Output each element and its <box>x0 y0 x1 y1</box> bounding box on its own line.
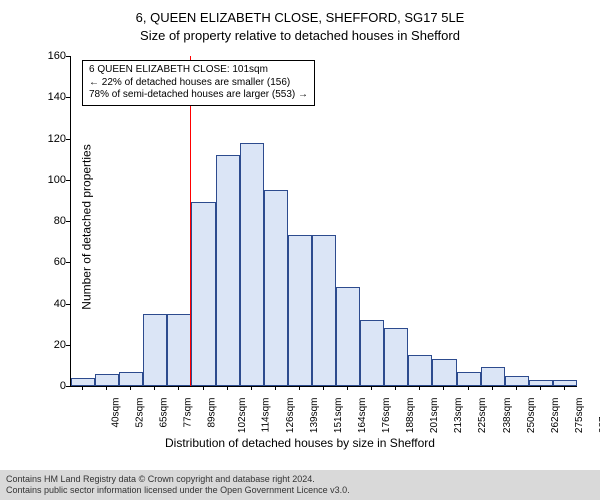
y-tick-label: 100 <box>36 174 66 186</box>
y-tick-label: 140 <box>36 91 66 103</box>
x-tick-mark <box>275 386 276 390</box>
bar <box>432 359 456 386</box>
x-tick-mark <box>178 386 179 390</box>
x-tick-label: 213sqm <box>453 398 464 434</box>
bar <box>191 202 215 386</box>
reference-line <box>190 56 191 386</box>
bar <box>336 287 360 386</box>
x-tick-label: 52sqm <box>135 398 146 428</box>
x-tick-label: 114sqm <box>260 398 271 433</box>
bar <box>216 155 240 386</box>
x-tick-mark <box>516 386 517 390</box>
x-tick-mark <box>564 386 565 390</box>
y-tick-mark <box>66 304 70 305</box>
annotation-line1: 6 QUEEN ELIZABETH CLOSE: 101sqm <box>89 64 308 77</box>
y-tick-label: 120 <box>36 133 66 145</box>
bar <box>167 314 191 386</box>
annotation-line2: ← 22% of detached houses are smaller (15… <box>89 77 308 90</box>
plot-area <box>70 56 577 387</box>
x-tick-label: 275sqm <box>574 398 585 434</box>
x-tick-label: 126sqm <box>285 398 296 434</box>
x-tick-label: 77sqm <box>183 398 194 428</box>
x-tick-mark <box>299 386 300 390</box>
x-tick-label: 201sqm <box>429 398 440 434</box>
bar <box>408 355 432 386</box>
chart-wrapper: 6, QUEEN ELIZABETH CLOSE, SHEFFORD, SG17… <box>0 0 600 500</box>
bar <box>529 380 553 386</box>
x-tick-mark <box>154 386 155 390</box>
chart-title-line2: Size of property relative to detached ho… <box>0 25 600 43</box>
footer: Contains HM Land Registry data © Crown c… <box>0 470 600 500</box>
x-tick-mark <box>443 386 444 390</box>
bar <box>312 235 336 386</box>
x-tick-label: 238sqm <box>502 398 513 434</box>
annotation-box: 6 QUEEN ELIZABETH CLOSE: 101sqm← 22% of … <box>82 60 315 106</box>
x-tick-label: 139sqm <box>309 398 320 434</box>
bar <box>505 376 529 386</box>
x-tick-label: 188sqm <box>405 398 416 434</box>
y-tick-label: 40 <box>36 298 66 310</box>
x-tick-mark <box>130 386 131 390</box>
y-tick-mark <box>66 386 70 387</box>
bar <box>288 235 312 386</box>
bar <box>457 372 481 386</box>
y-tick-label: 160 <box>36 50 66 62</box>
bar <box>384 328 408 386</box>
x-tick-mark <box>347 386 348 390</box>
footer-line1: Contains HM Land Registry data © Crown c… <box>6 474 600 485</box>
x-tick-label: 250sqm <box>526 398 537 434</box>
x-tick-mark <box>251 386 252 390</box>
bar <box>481 367 505 386</box>
x-tick-label: 164sqm <box>357 398 368 434</box>
bar <box>95 374 119 386</box>
bar <box>143 314 167 386</box>
x-tick-mark <box>419 386 420 390</box>
x-tick-mark <box>371 386 372 390</box>
y-tick-label: 80 <box>36 215 66 227</box>
x-axis-label: Distribution of detached houses by size … <box>0 436 600 450</box>
x-tick-mark <box>492 386 493 390</box>
x-tick-mark <box>203 386 204 390</box>
chart-title-line1: 6, QUEEN ELIZABETH CLOSE, SHEFFORD, SG17… <box>0 0 600 25</box>
y-tick-label: 0 <box>36 380 66 392</box>
x-tick-label: 262sqm <box>550 398 561 434</box>
y-tick-mark <box>66 97 70 98</box>
bar <box>71 378 95 386</box>
annotation-line3: 78% of semi-detached houses are larger (… <box>89 89 308 102</box>
x-tick-label: 102sqm <box>237 398 248 434</box>
x-tick-mark <box>323 386 324 390</box>
x-tick-label: 225sqm <box>478 398 489 434</box>
x-tick-label: 65sqm <box>159 398 170 428</box>
x-tick-mark <box>468 386 469 390</box>
y-tick-mark <box>66 180 70 181</box>
y-tick-label: 60 <box>36 256 66 268</box>
y-tick-mark <box>66 262 70 263</box>
y-tick-mark <box>66 139 70 140</box>
bar <box>264 190 288 386</box>
bar <box>119 372 143 386</box>
x-tick-label: 89sqm <box>207 398 218 428</box>
y-tick-mark <box>66 221 70 222</box>
x-tick-mark <box>82 386 83 390</box>
bar <box>360 320 384 386</box>
x-tick-mark <box>106 386 107 390</box>
x-tick-mark <box>540 386 541 390</box>
x-tick-mark <box>395 386 396 390</box>
bar <box>553 380 577 386</box>
bar <box>240 143 264 386</box>
y-tick-label: 20 <box>36 339 66 351</box>
x-tick-label: 40sqm <box>111 398 122 428</box>
footer-line2: Contains public sector information licen… <box>6 485 600 496</box>
x-tick-label: 176sqm <box>381 398 392 434</box>
x-tick-label: 151sqm <box>333 398 344 434</box>
y-tick-mark <box>66 345 70 346</box>
y-tick-mark <box>66 56 70 57</box>
x-tick-mark <box>227 386 228 390</box>
